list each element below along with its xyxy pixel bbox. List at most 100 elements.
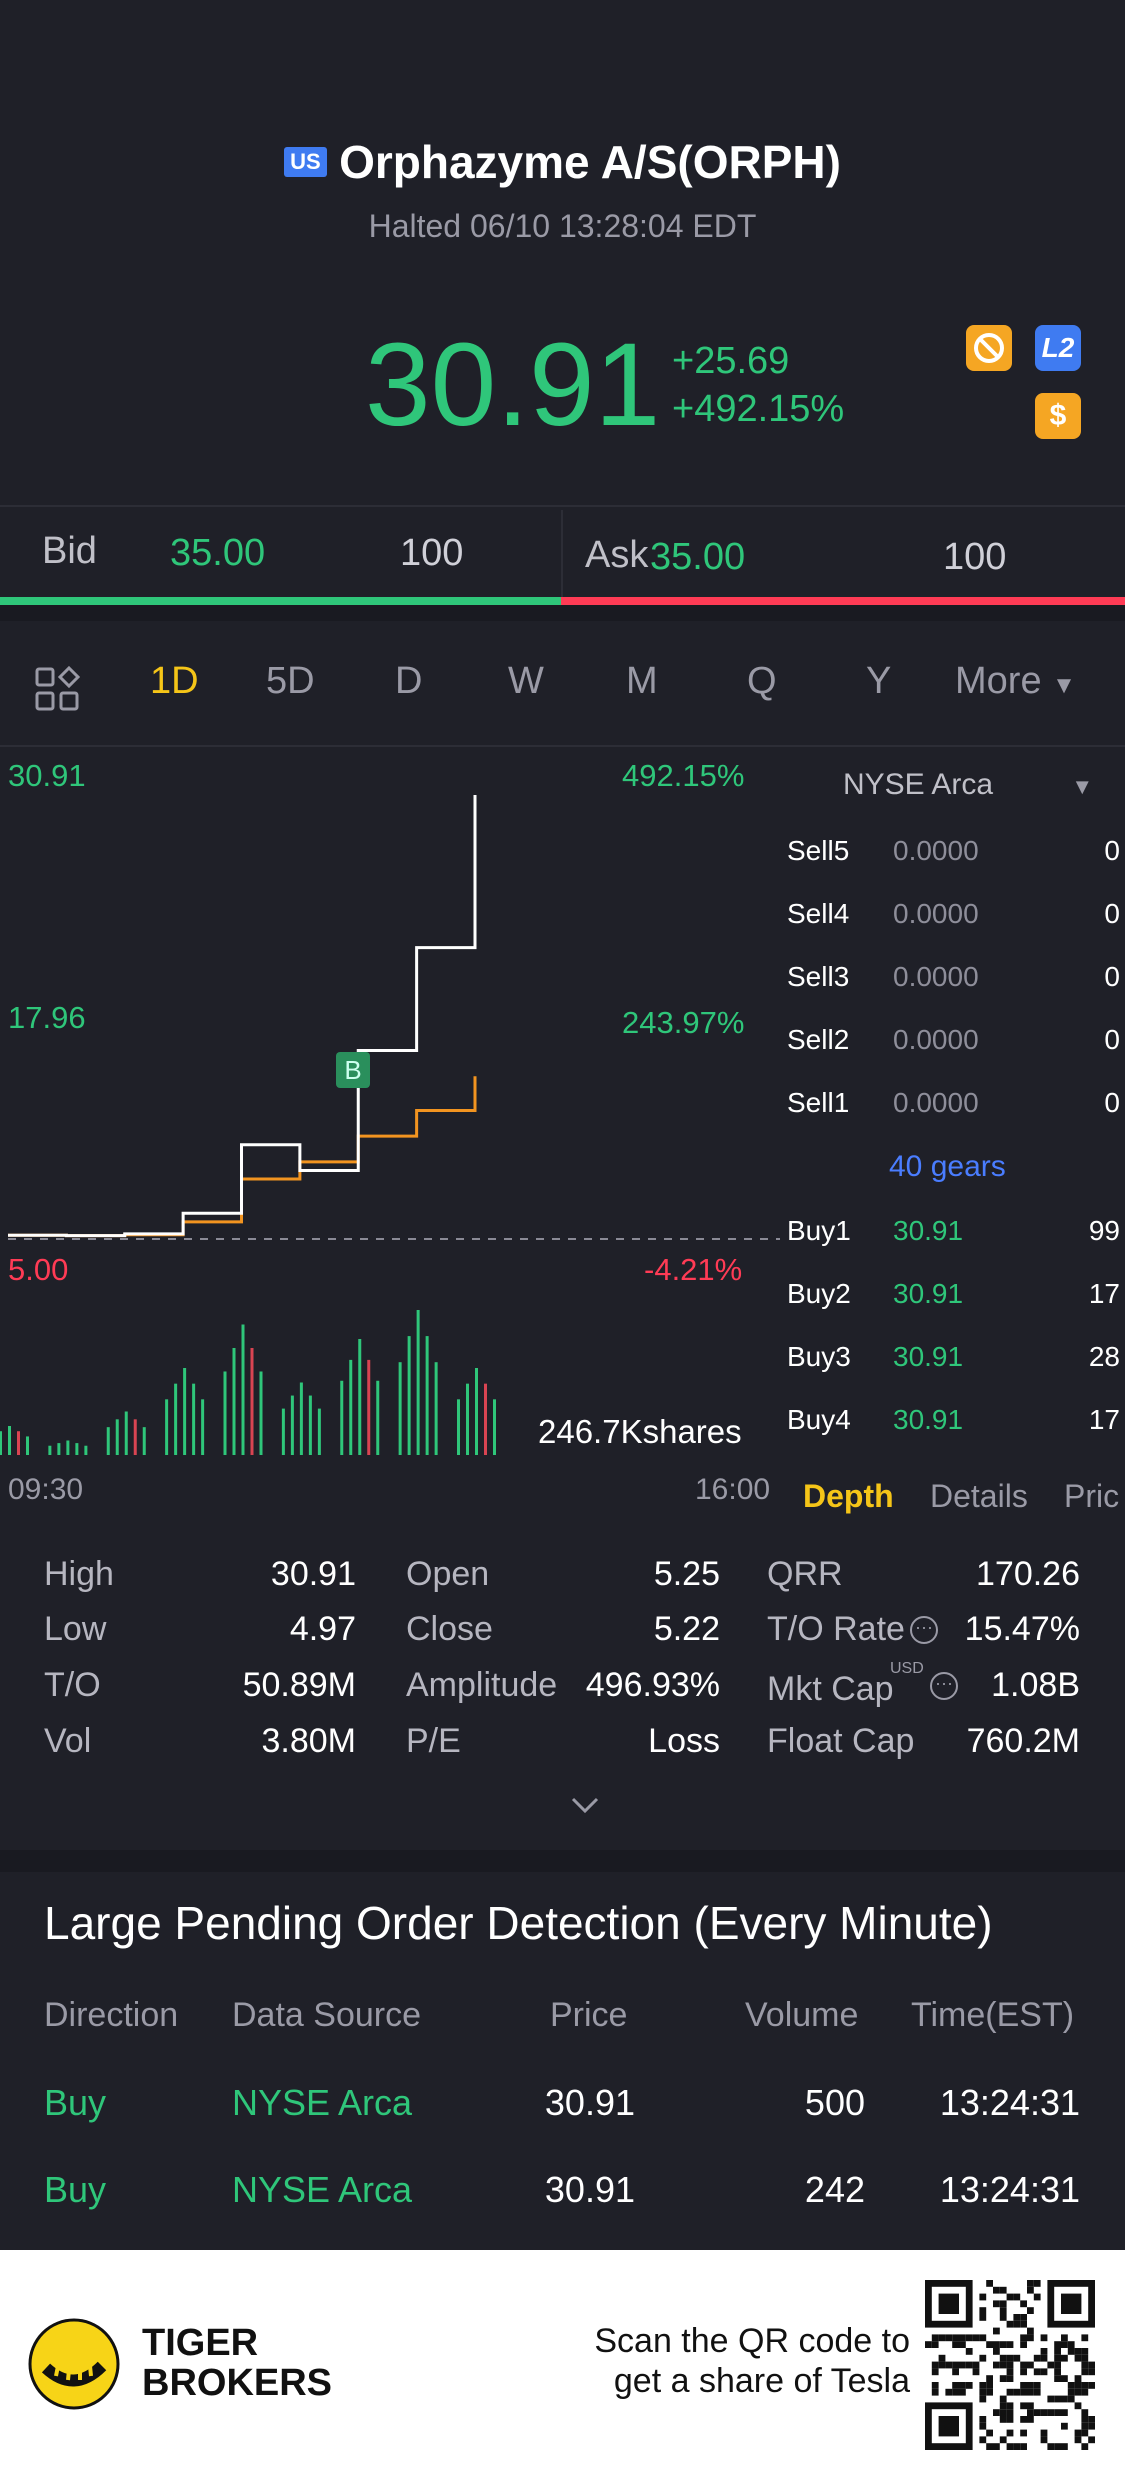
volume-bar xyxy=(376,1380,380,1455)
float-cap-label: Float Cap xyxy=(767,1722,915,1760)
book-level-label: Sell3 xyxy=(787,961,850,992)
open-label: Open xyxy=(406,1555,490,1593)
book-level-size: 28 xyxy=(1088,1341,1120,1372)
pct-axis-top-label: 492.15% xyxy=(622,758,745,793)
tab-1d[interactable]: 1D xyxy=(150,660,199,702)
volume-bar xyxy=(241,1324,245,1455)
ask-price: 35.00 xyxy=(650,536,746,578)
tab-5d[interactable]: 5D xyxy=(266,660,315,702)
promo-text-line2: get a share of Tesla xyxy=(613,2362,910,2400)
no-short-icon[interactable] xyxy=(966,325,1012,371)
chart-layout-icon[interactable] xyxy=(34,665,81,712)
price-change-pct: +492.15% xyxy=(672,388,845,430)
volume-bar xyxy=(250,1347,254,1455)
turnover-label: T/O xyxy=(44,1666,101,1704)
ask-volume-bar xyxy=(561,597,1125,605)
x-axis-start-label: 09:30 xyxy=(8,1473,84,1506)
tab-month[interactable]: M xyxy=(626,660,658,702)
turnover-value: 50.89M xyxy=(242,1666,356,1704)
volume-bar xyxy=(340,1380,344,1455)
volume-bar xyxy=(407,1336,411,1455)
row-price: 30.91 xyxy=(544,2082,635,2123)
book-level-price: 30.91 xyxy=(893,1215,964,1246)
close-label: Close xyxy=(406,1610,493,1648)
volume-bar xyxy=(66,1440,70,1455)
book-level-size: 0 xyxy=(1104,898,1120,929)
tab-depth[interactable]: Depth xyxy=(803,1478,894,1514)
tab-year[interactable]: Y xyxy=(866,660,892,702)
x-axis-end-label: 16:00 xyxy=(695,1473,771,1506)
volume-bar xyxy=(416,1310,420,1455)
bid-price: 35.00 xyxy=(170,532,266,574)
volume-bar xyxy=(466,1383,469,1455)
bid-size: 100 xyxy=(400,532,464,574)
tabs-bottom-border xyxy=(0,745,1125,747)
promo-text-line1: Scan the QR code to xyxy=(594,2322,910,2360)
row-data-source: NYSE Arca xyxy=(232,2169,413,2210)
pct-axis-low-label: -4.21% xyxy=(644,1252,743,1287)
stock-name: Orphazyme A/S(ORPH) xyxy=(339,136,841,188)
tab-more-label: More xyxy=(955,660,1042,702)
tab-details[interactable]: Details xyxy=(930,1478,1028,1514)
volume-bar xyxy=(84,1445,88,1455)
header-volume: Volume xyxy=(745,1996,859,2034)
qrr-label: QRR xyxy=(767,1555,843,1593)
volume-bar xyxy=(349,1359,353,1455)
tab-day[interactable]: D xyxy=(395,660,423,702)
chevron-down-icon: ▼ xyxy=(1052,672,1076,699)
high-label: High xyxy=(44,1555,114,1593)
gears-label[interactable]: 40 gears xyxy=(889,1150,1006,1183)
stock-header: US Orphazyme A/S(ORPH) xyxy=(0,135,1125,189)
volume-bar xyxy=(484,1383,487,1455)
volume-bar xyxy=(142,1427,146,1455)
book-level-price: 0.0000 xyxy=(893,898,979,929)
buy-marker[interactable]: B xyxy=(336,1052,370,1088)
volume-bar xyxy=(398,1362,402,1455)
row-data-source: NYSE Arca xyxy=(232,2082,413,2123)
dollar-icon[interactable]: $ xyxy=(1035,393,1081,439)
book-level-price: 30.91 xyxy=(893,1404,964,1435)
volume-bar xyxy=(317,1408,321,1455)
info-icon[interactable]: ··· xyxy=(910,1616,938,1644)
row-time: 13:24:31 xyxy=(939,2082,1080,2123)
tab-more[interactable]: More ▼ xyxy=(955,660,1076,703)
volume-bar xyxy=(299,1382,303,1455)
brand-name-line2: BROKERS xyxy=(142,2362,333,2404)
low-value: 4.97 xyxy=(289,1610,356,1648)
buy-marker-label: B xyxy=(344,1055,362,1085)
low-label: Low xyxy=(44,1610,107,1648)
book-level-label: Buy4 xyxy=(787,1404,851,1435)
expand-stats-chevron-icon[interactable] xyxy=(567,1793,603,1817)
level2-badge[interactable]: L2 xyxy=(1035,325,1081,371)
tab-quarter[interactable]: Q xyxy=(747,660,777,702)
tab-week[interactable]: W xyxy=(508,660,544,702)
book-level-size: 0 xyxy=(1104,1087,1120,1118)
volume-bar xyxy=(232,1347,236,1455)
volume-bar xyxy=(281,1408,285,1455)
pe-label: P/E xyxy=(406,1722,461,1760)
volume-bar xyxy=(106,1427,110,1455)
info-icon[interactable]: ··· xyxy=(930,1672,958,1700)
market-cap-unit: USD xyxy=(890,1660,924,1677)
tab-price[interactable]: Pric xyxy=(1064,1478,1120,1514)
book-level-label: Sell1 xyxy=(787,1087,850,1118)
exchange-label: NYSE Arca xyxy=(843,768,994,801)
turnover-rate-label: T/O Rate xyxy=(767,1610,905,1648)
book-level-size: 17 xyxy=(1088,1278,1120,1309)
book-level-size: 0 xyxy=(1104,961,1120,992)
exchange-select[interactable]: NYSE Arca ▼ xyxy=(843,768,1093,802)
y-axis-top-label: 30.91 xyxy=(8,758,86,793)
volume-bar xyxy=(133,1419,137,1455)
tiger-logo-icon xyxy=(28,2318,120,2410)
volume-bar xyxy=(434,1362,438,1455)
book-level-label: Buy1 xyxy=(787,1215,851,1246)
level2-label: L2 xyxy=(1041,332,1075,363)
row-price: 30.91 xyxy=(544,2169,635,2210)
volume-bar xyxy=(26,1436,29,1455)
header-direction: Direction xyxy=(44,1996,179,2034)
intraday-chart[interactable] xyxy=(0,750,780,1490)
turnover-rate-value: 15.47% xyxy=(964,1610,1080,1648)
header-time: Time(EST) xyxy=(911,1996,1075,2034)
qr-code-icon[interactable] xyxy=(925,2280,1095,2450)
y-axis-mid-label: 17.96 xyxy=(8,1000,86,1035)
